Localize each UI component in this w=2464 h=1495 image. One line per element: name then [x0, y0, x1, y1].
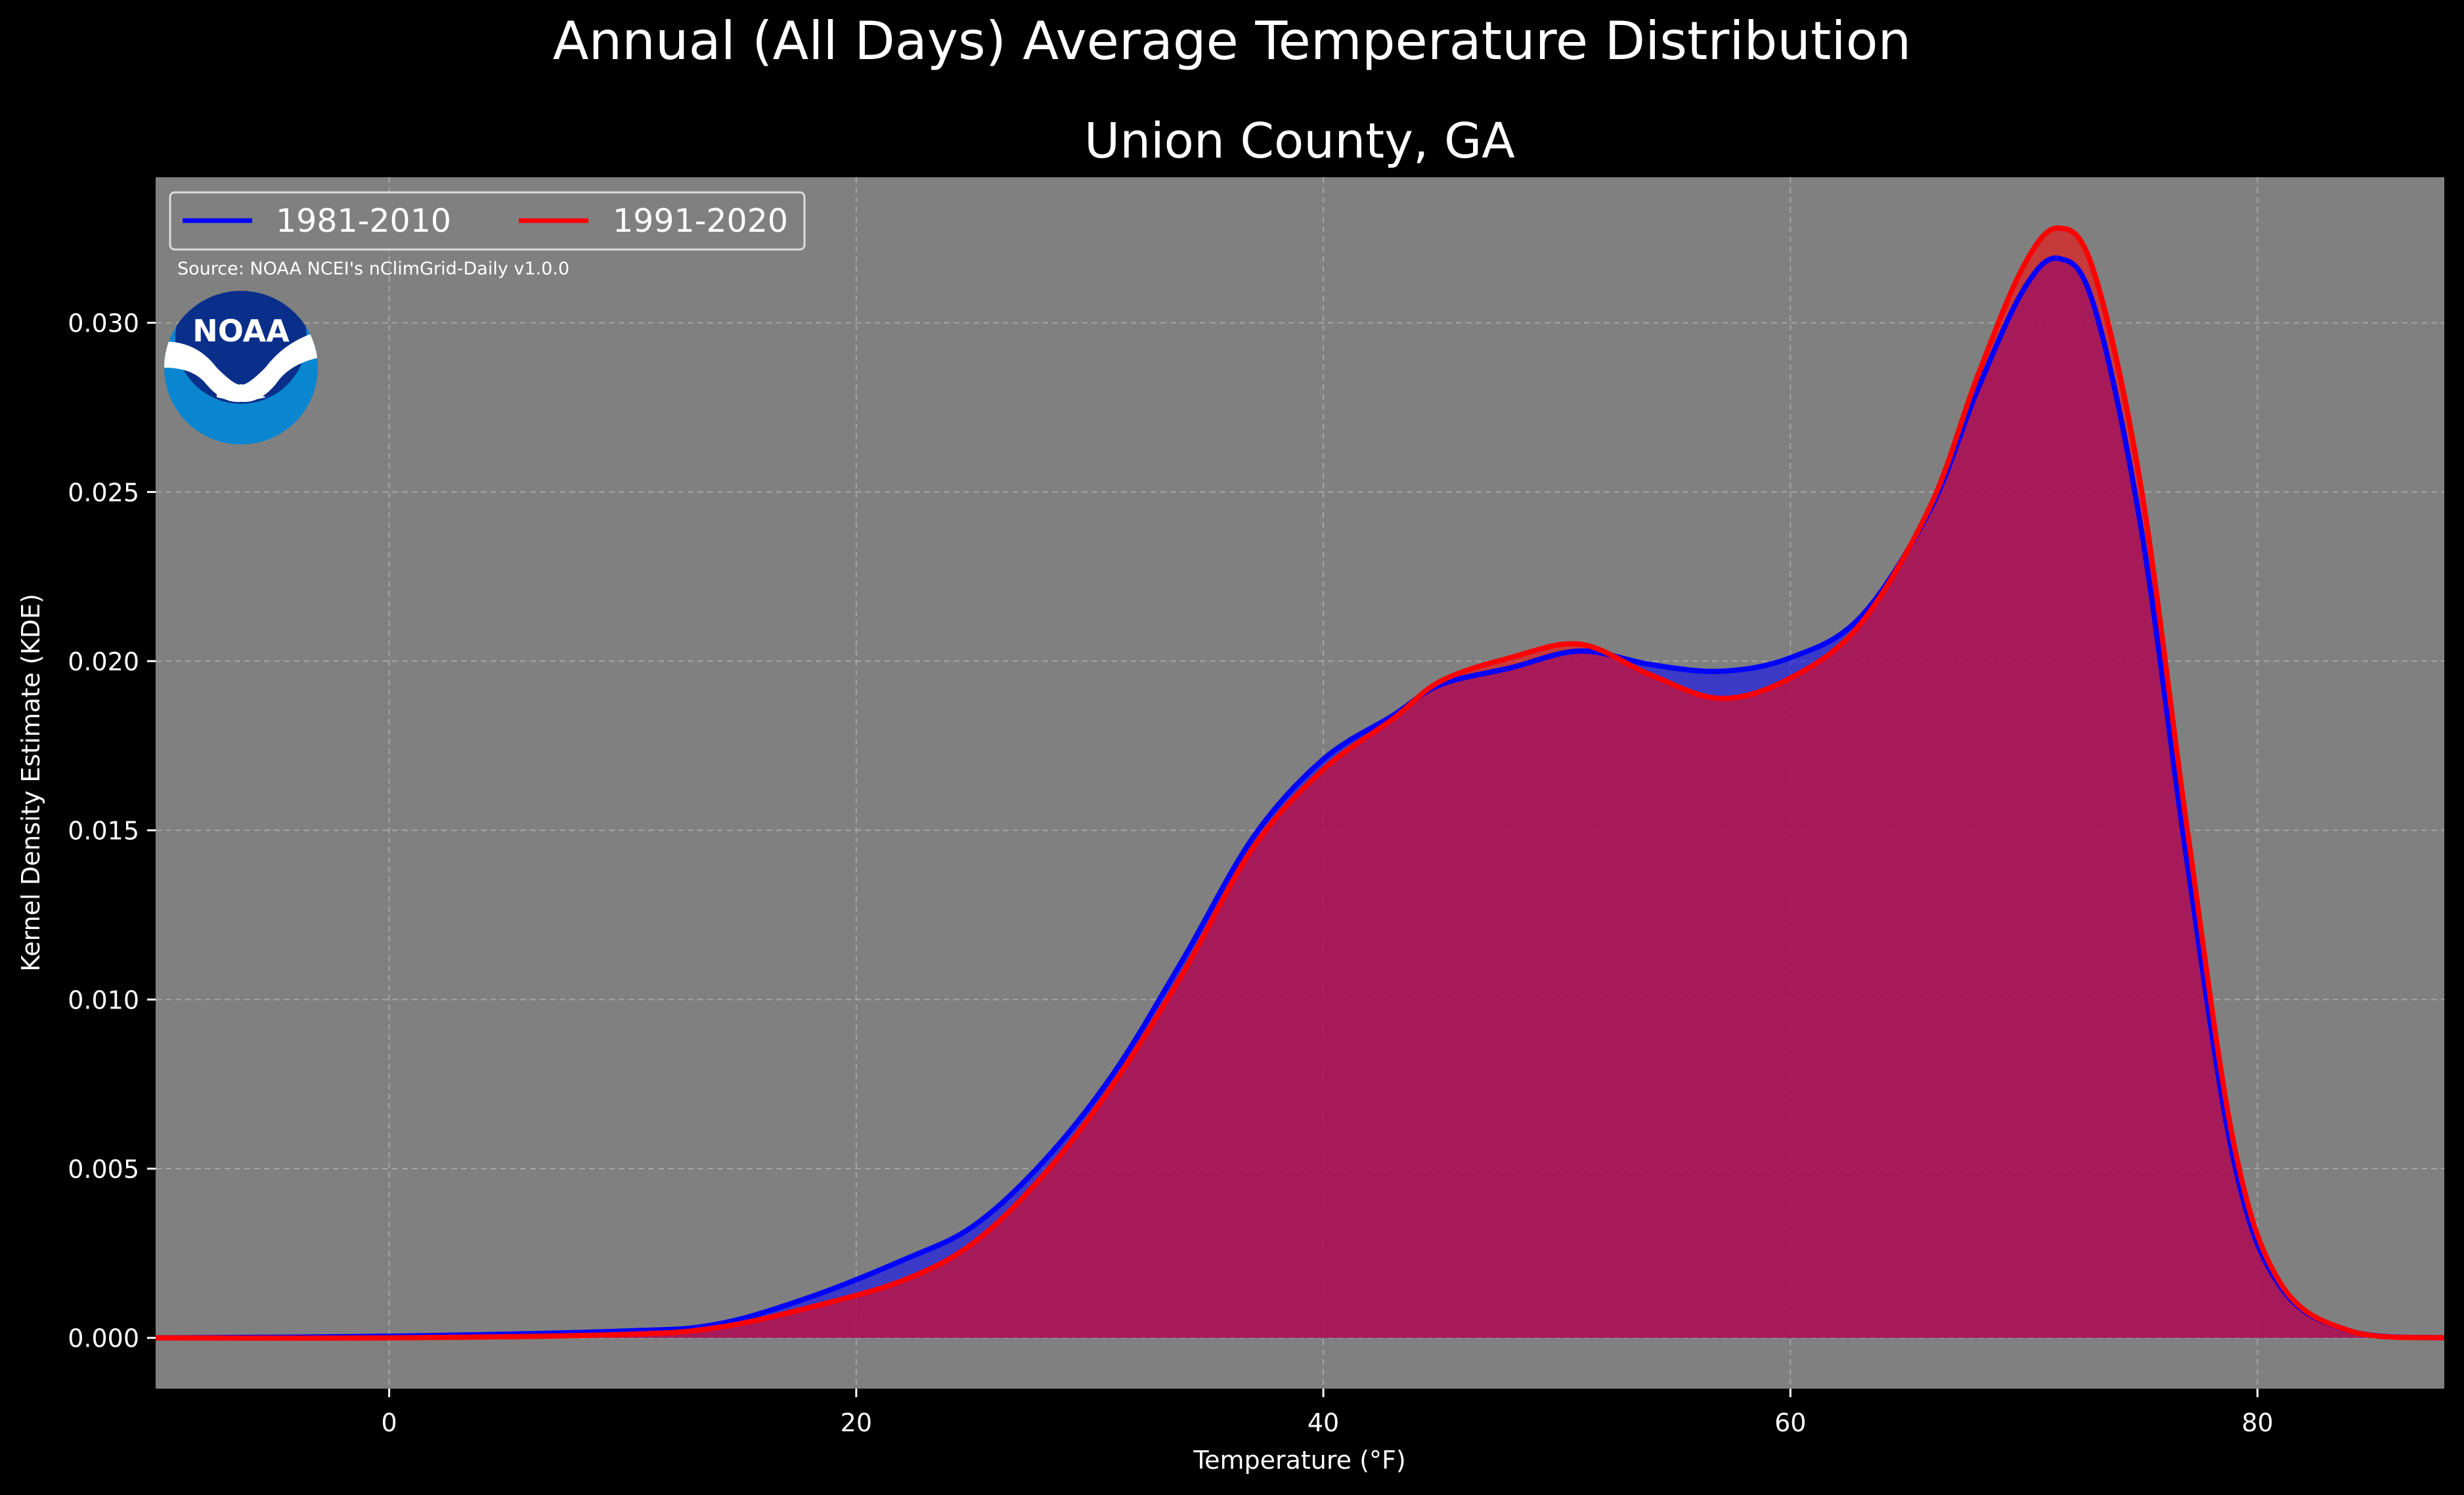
x-axis-label: Temperature (°F)	[1193, 1446, 1405, 1475]
legend-box	[169, 191, 806, 251]
y-tick-label: 0.015	[68, 817, 139, 846]
legend-label-1981-2010: 1981-2010	[276, 202, 451, 240]
series-line-1991-2020	[156, 225, 2444, 1341]
axis-ticks: 0 20 40 60 80 0.000 0.005 0.010 0.015 0.020 0.025 0…	[68, 309, 2273, 1437]
x-tick-label: 0	[382, 1408, 397, 1437]
y-axis-label: Kernel Density Estimate (KDE)	[16, 594, 45, 972]
x-tick-label: 80	[2241, 1408, 2273, 1437]
y-tick-label: 0.005	[68, 1155, 139, 1184]
chart-title: Union County, GA	[1084, 113, 1515, 169]
y-tick-label: 0.010	[68, 986, 139, 1014]
noaa-logo: NOAA	[164, 291, 318, 444]
legend-label-1991-2020: 1991-2020	[613, 202, 788, 240]
series-area-1991-2020	[156, 228, 2444, 1339]
x-tick-label: 40	[1308, 1408, 1339, 1437]
y-tick-label: 0.000	[68, 1324, 139, 1353]
x-tick-label: 60	[1774, 1408, 1806, 1437]
y-tick-label: 0.020	[68, 647, 139, 676]
y-tick-label: 0.030	[68, 309, 139, 338]
series-layer	[156, 225, 2444, 1341]
x-tick-label: 20	[841, 1408, 872, 1437]
figure-title: Annual (All Days) Average Temperature Di…	[553, 11, 1911, 72]
legend: 1981-2010 1991-2020	[169, 191, 806, 251]
source-note: Source: NOAA NCEI's nClimGrid-Daily v1.0…	[177, 259, 569, 279]
y-tick-label: 0.025	[68, 478, 139, 507]
noaa-logo-text: NOAA	[192, 313, 290, 349]
